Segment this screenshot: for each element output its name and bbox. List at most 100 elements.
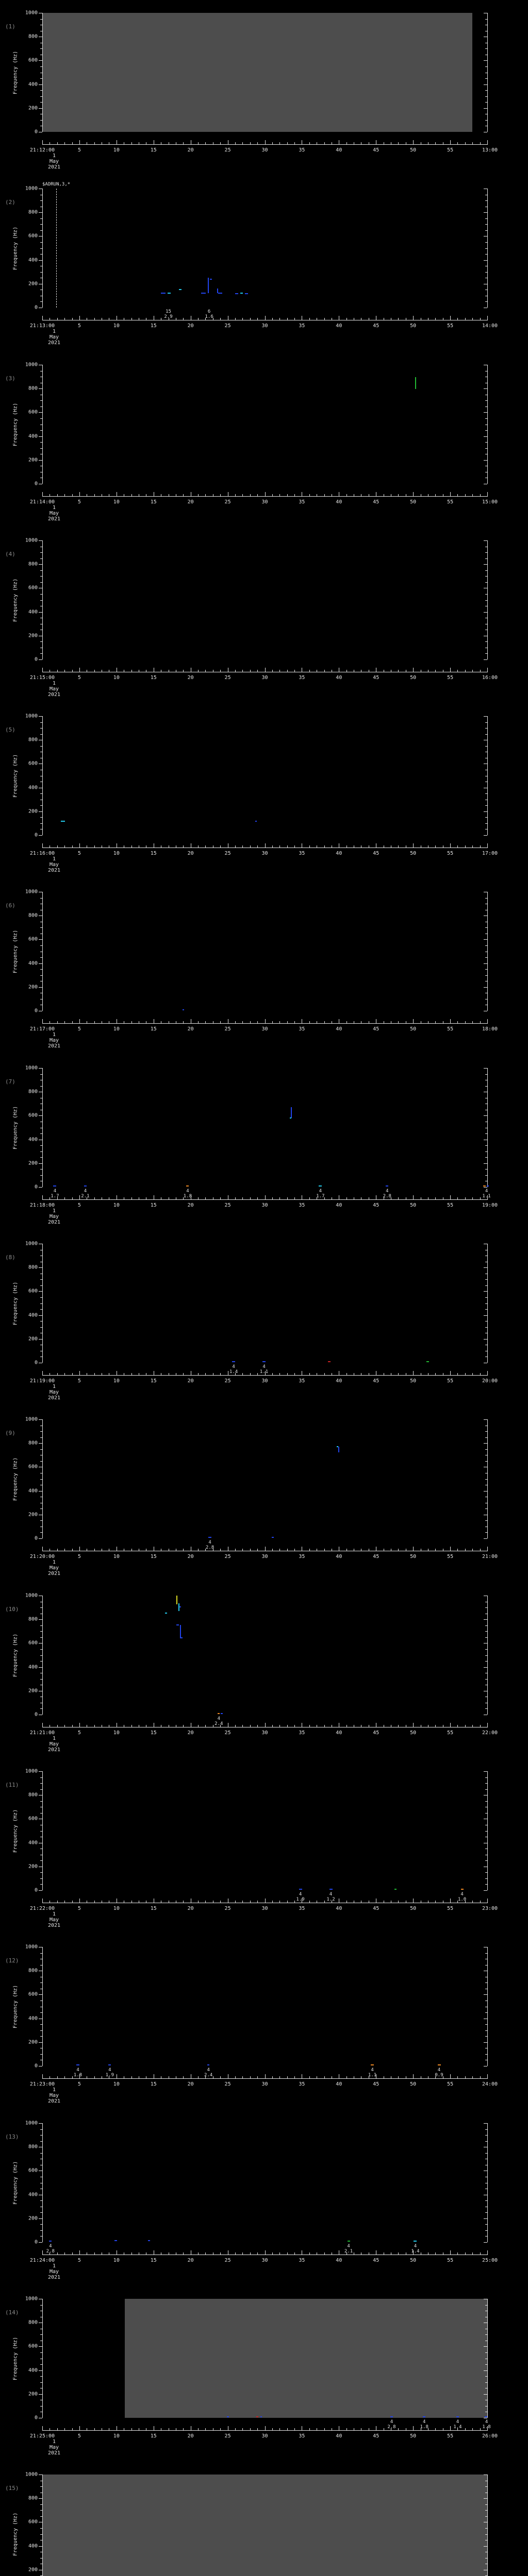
x-tick-label: 10 <box>113 2433 120 2439</box>
x-tick <box>42 1723 43 1727</box>
y-tick <box>40 2352 42 2353</box>
signal-mark <box>84 1185 87 1187</box>
x-tick <box>346 670 347 672</box>
signal-mark <box>186 1185 189 1187</box>
detection-annotation: 4 1.8 <box>482 2419 490 2430</box>
y-tick <box>40 945 42 946</box>
signal-mark <box>167 292 171 294</box>
y-tick <box>40 1679 42 1680</box>
date-label: 2021 <box>47 164 61 170</box>
y-tick <box>40 2230 42 2231</box>
x-tick <box>398 494 399 496</box>
x-tick <box>346 1901 347 1903</box>
x-tick <box>294 318 295 320</box>
x-tick <box>487 1723 488 1727</box>
end-time-label: 18:00 <box>482 1026 498 1032</box>
panel-index-label: (8) <box>5 1254 15 1261</box>
x-tick <box>324 2252 325 2255</box>
y-tick <box>485 2135 487 2136</box>
y-tick <box>485 600 487 601</box>
x-tick <box>265 843 266 848</box>
detection-annotation: 4 1.1 <box>368 2067 376 2078</box>
spectrogram-panel: (10) Frequency (Hz) 0 200 400 600 800 1000 4 2.4 5… <box>0 1583 528 1759</box>
y-tick <box>40 406 42 407</box>
y-tick <box>485 1479 487 1480</box>
x-tick <box>198 2252 199 2255</box>
y-tick <box>485 2304 487 2306</box>
y-tick <box>40 927 42 928</box>
detection-count: 4 <box>414 2244 417 2249</box>
x-tick <box>250 1725 251 1727</box>
x-tick <box>250 318 251 320</box>
x-tick-label: 35 <box>299 851 305 856</box>
detection-annotation: 4 2.8 <box>383 1189 391 1199</box>
x-tick <box>57 142 58 144</box>
y-tick <box>40 1169 42 1170</box>
detection-annotation: 4 0.9 <box>435 2067 443 2078</box>
x-tick <box>398 1021 399 1023</box>
x-tick-label: 30 <box>261 147 268 153</box>
x-tick <box>435 142 436 144</box>
x-tick-label: 15 <box>150 675 157 681</box>
x-tick-label: 25 <box>224 1378 231 1384</box>
y-tick <box>484 1163 487 1164</box>
x-tick <box>279 142 280 144</box>
x-tick <box>457 1197 458 1199</box>
time-axis <box>42 1199 488 1200</box>
y-tick <box>39 1490 42 1492</box>
y-tick <box>40 1520 42 1521</box>
x-tick <box>250 494 251 496</box>
x-tick <box>79 1195 80 1199</box>
x-tick <box>287 1021 288 1023</box>
x-tick <box>480 1373 481 1375</box>
x-tick <box>465 1197 466 1199</box>
x-tick <box>398 845 399 848</box>
y-tick-label: 800 <box>28 912 38 919</box>
y-tick <box>40 1872 42 1873</box>
x-tick-label: 40 <box>336 1906 342 1911</box>
y-tick <box>485 957 487 958</box>
x-tick <box>324 494 325 496</box>
detection-duration: 2.9 <box>164 314 173 319</box>
detection-count: 4 <box>49 2244 52 2249</box>
x-tick <box>72 494 73 496</box>
y-tick-label: 600 <box>28 585 38 591</box>
x-tick <box>205 1549 206 1551</box>
x-tick <box>272 1901 273 1903</box>
y-tick <box>40 1789 42 1790</box>
x-tick-label: 5 <box>77 1202 81 1208</box>
y-tick <box>485 1145 487 1146</box>
detection-duration: 1.1 <box>482 1194 491 1199</box>
x-tick <box>346 1373 347 1375</box>
signal-mark <box>394 1889 397 1890</box>
x-tick <box>324 1197 325 1199</box>
x-tick <box>309 1373 310 1375</box>
y-tick <box>484 2123 487 2124</box>
y-axis-right <box>487 1771 488 1890</box>
y-tick <box>485 2516 487 2517</box>
x-tick <box>346 1197 347 1199</box>
x-tick <box>272 1197 273 1199</box>
x-tick-label: 55 <box>447 323 454 329</box>
detection-duration: 2.4 <box>214 1721 223 1726</box>
y-tick <box>484 1619 487 1620</box>
y-tick <box>40 2200 42 2201</box>
start-time-label: 21:16:00 <box>29 851 55 856</box>
y-tick <box>40 248 42 249</box>
x-tick <box>265 316 266 320</box>
y-axis <box>42 2475 43 2576</box>
signal-mark <box>390 2416 393 2418</box>
time-axis <box>42 496 488 497</box>
x-tick <box>79 668 80 672</box>
y-tick <box>40 102 42 103</box>
y-tick-label: 200 <box>28 984 38 990</box>
x-tick <box>279 845 280 848</box>
y-tick-label: 0 <box>34 1184 38 1190</box>
detection-duration: 2.8 <box>387 2425 396 2430</box>
y-tick <box>485 558 487 559</box>
detection-count: 4 <box>186 1189 189 1194</box>
x-tick <box>79 492 80 496</box>
detection-count: 4 <box>299 1892 302 1897</box>
x-tick <box>235 142 236 144</box>
x-tick-label: 50 <box>410 2258 417 2263</box>
